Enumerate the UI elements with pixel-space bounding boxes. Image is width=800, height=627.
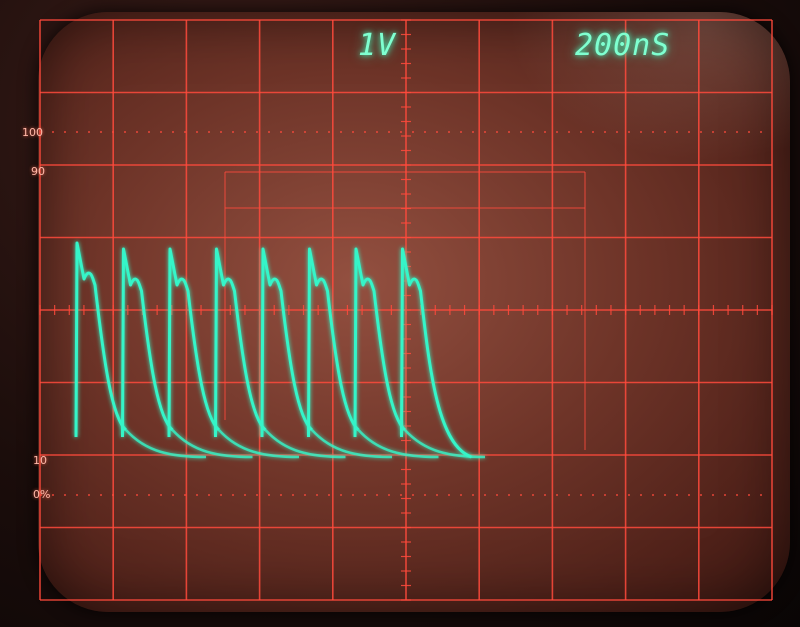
- graticule-mark-0pct: 0%: [33, 488, 51, 501]
- volts-per-division-readout: 1V: [358, 28, 397, 63]
- graticule-mark-100: 100: [22, 126, 43, 139]
- pulse-waveform: [353, 247, 407, 438]
- pulse-tail: [125, 429, 207, 459]
- pulse-tail: [264, 429, 346, 459]
- pulse-waveform: [214, 247, 267, 438]
- pulse-waveform: [400, 247, 473, 459]
- pulse-waveform: [121, 247, 174, 438]
- graticule-mark-90: 90: [31, 165, 45, 178]
- time-per-division-readout: 200nS: [575, 28, 671, 63]
- pulse-tail: [171, 429, 253, 459]
- graticule-mark-10: 10: [33, 454, 47, 467]
- pulse-waveform: [307, 247, 360, 438]
- pulse-waveform: [260, 247, 314, 438]
- pulse-tail: [404, 429, 486, 459]
- pulse-tail: [311, 429, 393, 459]
- pulse-tail: [357, 429, 439, 459]
- pulse-waveform: [167, 247, 221, 438]
- pulse-tail: [218, 429, 300, 459]
- pulse-waveform: [74, 241, 128, 438]
